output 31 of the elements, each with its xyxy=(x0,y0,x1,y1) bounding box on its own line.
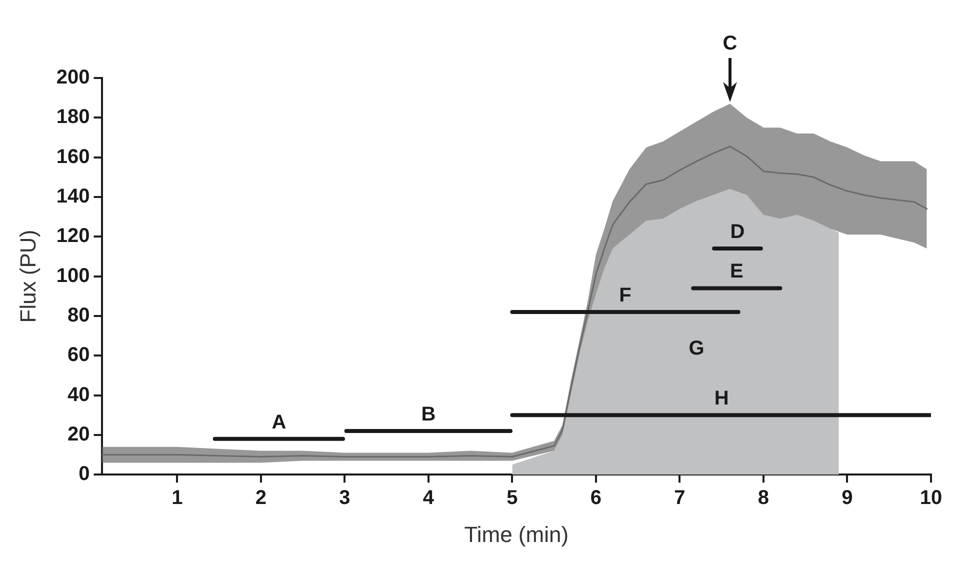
y-tick-label: 120 xyxy=(56,225,90,248)
y-tick-label: 80 xyxy=(68,304,90,326)
series-label: F xyxy=(619,284,632,307)
y-axis-title: Flux (PU) xyxy=(15,230,40,323)
series-label: D xyxy=(730,221,745,244)
series-label: E xyxy=(730,260,744,283)
x-tick-label: 8 xyxy=(758,487,770,510)
series-label: B xyxy=(421,403,436,426)
x-tick-label: 3 xyxy=(339,487,350,510)
y-tick-label: 180 xyxy=(56,106,90,128)
x-tick-label: 10 xyxy=(920,487,942,510)
x-tick-label: 5 xyxy=(506,487,518,510)
series-label: A xyxy=(272,411,286,434)
x-tick-label: 4 xyxy=(422,487,435,510)
annotation: C xyxy=(722,32,738,54)
x-tick-label: 9 xyxy=(842,487,853,510)
y-tick-label: 140 xyxy=(56,185,90,208)
y-tick-label: 160 xyxy=(56,146,90,168)
annotation: G xyxy=(688,337,704,360)
x-tick-label: 7 xyxy=(674,487,686,510)
x-tick-label: 1 xyxy=(172,487,183,510)
x-tick-label: 6 xyxy=(590,487,602,510)
y-tick-label: 40 xyxy=(68,384,90,406)
series-label: H xyxy=(714,388,729,410)
x-tick-label: 2 xyxy=(255,487,266,510)
y-tick-label: 0 xyxy=(78,463,90,486)
y-tick-label: 200 xyxy=(56,66,90,89)
y-tick-label: 100 xyxy=(56,264,90,287)
y-tick-label: 20 xyxy=(68,423,90,446)
x-axis-title: Time (min) xyxy=(464,522,569,547)
y-tick-label: 60 xyxy=(68,344,90,366)
